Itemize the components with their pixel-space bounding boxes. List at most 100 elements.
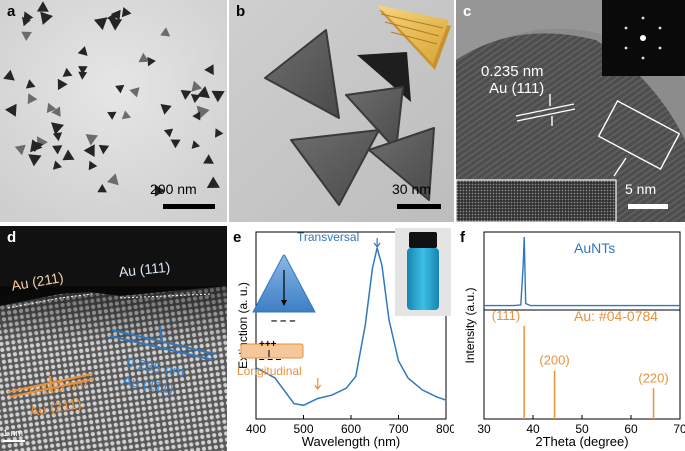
panel-c-hrtem-image [456,0,685,222]
extinction-data-point [355,375,357,377]
nanotriangle-particle [147,56,156,67]
nanotriangle-particle [52,145,63,155]
nanotriangle-particle [206,176,220,188]
nanotriangle-particle [83,144,95,157]
x-tick-label: 70 [673,422,685,436]
nanotriangle-particle [211,90,225,103]
extinction-data-point [435,396,438,398]
longitudinal-arrow [314,378,322,390]
svg-text:– – –: – – – [271,315,295,327]
panel-c-zoom-box [597,99,681,171]
extinction-data-point [397,360,400,362]
nanotriangle-particle [88,160,98,171]
reference-peak-label: (220) [638,370,668,385]
panel-e-transversal-label: Transversal [297,230,360,244]
panel-f-xrd-chart: 30 40 50 60 70 2Theta (degree) Intensity (a.u.… [463,231,685,449]
nanotriangle-particle [93,17,108,31]
nanotriangle-particle [77,46,88,56]
panel-a-scalebar [163,204,215,209]
xrd-series-line [484,236,680,307]
panel-c: c 0.235 nm Au (111) 5 nm [456,0,685,222]
nanotriangle-particle [46,102,57,113]
panel-b-gold-nanotriangle-model [377,5,451,70]
nanotriangle-particle [98,144,110,155]
x-tick-label: 600 [341,422,361,436]
extinction-data-point [302,404,305,406]
nanotriangle-particle [78,66,88,75]
nanotriangle-particle [121,110,131,120]
panel-f-reference-label: Au: #04-0784 [574,308,659,324]
panel-a: a 200 nm [0,0,227,222]
extinction-data-point [376,247,378,249]
x-tick-label: 50 [575,422,589,436]
nanotriangle-particle [108,18,123,31]
extinction-data-point [345,387,347,389]
x-axis-label: 2Theta (degree) [535,434,628,449]
panel-b-scalebar [397,204,441,209]
panel-d-111-marker [109,325,216,361]
nanotriangle-particle [160,27,171,37]
nanotriangle-particle [107,173,119,186]
nanotriangle-particle [21,31,32,41]
reference-peak-label: (111) [492,308,520,323]
nanotriangle-particle [215,128,224,138]
nanotriangle-particle [203,154,214,164]
extinction-data-point [407,377,409,379]
nanotriangle-particle [160,104,172,115]
extinction-data-point [293,403,295,405]
panel-c-scalebar [628,204,668,209]
panel-e-transversal-diagram: +++ – – – [252,248,316,327]
nanotriangle-particle [110,9,121,21]
extinction-data-point [381,264,383,266]
panel-d-211-marker [7,373,95,398]
x-tick-label: 30 [477,422,491,436]
nanotriangle-particle [31,140,43,152]
panel-a-label: a [7,3,16,20]
panel-a-scalebar-label: 200 nm [150,181,197,197]
extinction-data-point [445,399,447,401]
svg-text:+++: +++ [259,339,277,350]
nanotriangle-particle [163,128,174,138]
panel-f-plot-frame [483,231,681,420]
extinction-data-point [388,319,390,321]
panel-d-surface-dashes [7,293,213,309]
nanotriangle-particle [115,84,125,94]
nanotriangle-particle [40,11,53,25]
nanotriangle-particle [25,79,36,89]
panel-c-zoom-inset [456,179,617,222]
nanotriangle-particle [204,64,214,76]
y-axis-label: Intensity (a.u.) [463,287,477,363]
nanotriangle-particle [192,111,201,121]
panel-b-scalebar-label: 30 nm [392,181,431,197]
panel-c-scalebar-label: 5 nm [625,181,657,197]
panel-a-tem-image [0,0,227,222]
panel-c-fft-inset [602,0,685,76]
nanotriangle-particle [191,80,203,92]
extinction-data-point [317,397,319,400]
panel-c-plane-label: Au (111) [489,80,545,97]
extinction-data-point [364,324,366,326]
nanotriangle-particle [85,134,98,146]
nanotriangle-particle [78,71,88,80]
nanotriangle-particle [154,184,166,197]
svg-text:– – –: – – – [259,354,282,365]
panel-d: d Au (211) Au (111) 0.235 nm Au (111) 0.… [0,226,227,451]
nanotriangle-particle [52,160,63,170]
nanotriangle-particle [51,122,64,135]
nanotriangle-particle [107,111,117,120]
transversal-arrow [373,238,381,248]
nanotriangle-particle [28,154,42,167]
panel-b-tem-image [229,0,454,222]
x-tick-label: 400 [246,422,266,436]
panel-c-lattice-marker [515,94,576,126]
nanotriangle-particle [129,87,140,98]
nanotriangle-particle [22,16,31,27]
nanotriangle-particle [3,69,15,81]
x-axis-label: Wavelength (nm) [302,434,401,449]
nanotriangle-particle [97,184,107,193]
extinction-data-point [274,377,276,379]
panel-f-legend: AuNTs [574,240,616,256]
x-tick-label: 500 [293,422,313,436]
nanotriangle-particle [5,103,17,117]
